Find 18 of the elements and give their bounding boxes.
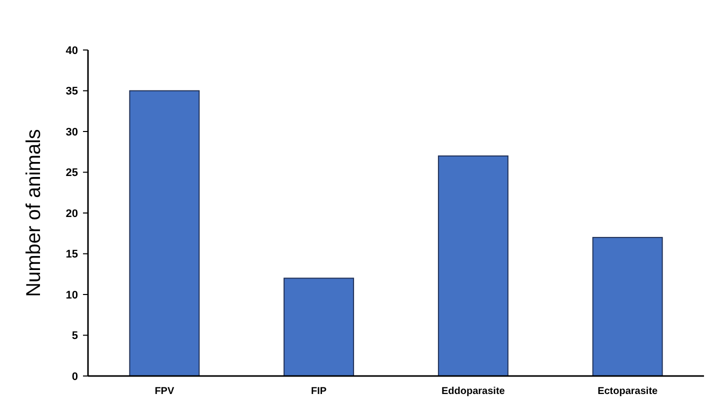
x-tick-label: Eddoparasite bbox=[442, 386, 506, 397]
bar bbox=[284, 278, 354, 376]
y-tick-label: 40 bbox=[66, 44, 78, 57]
bar bbox=[438, 155, 508, 376]
y-tick-label: 0 bbox=[72, 370, 78, 383]
y-tick-label: 30 bbox=[66, 126, 78, 138]
x-tick-label: FPV bbox=[154, 386, 174, 397]
y-tick-label: 20 bbox=[66, 208, 78, 220]
bar bbox=[129, 90, 200, 376]
y-tick-label: 15 bbox=[66, 248, 78, 261]
x-tick-label: Ectoparasite bbox=[598, 386, 658, 397]
y-tick-label: 25 bbox=[66, 167, 78, 180]
bar bbox=[592, 236, 663, 376]
y-tick-label: 5 bbox=[72, 330, 78, 342]
y-tick-label: 35 bbox=[66, 86, 78, 98]
y-tick-label: 10 bbox=[66, 289, 78, 302]
y-axis-title: Number of animals bbox=[23, 129, 45, 297]
x-tick-label: FIP bbox=[311, 386, 327, 397]
